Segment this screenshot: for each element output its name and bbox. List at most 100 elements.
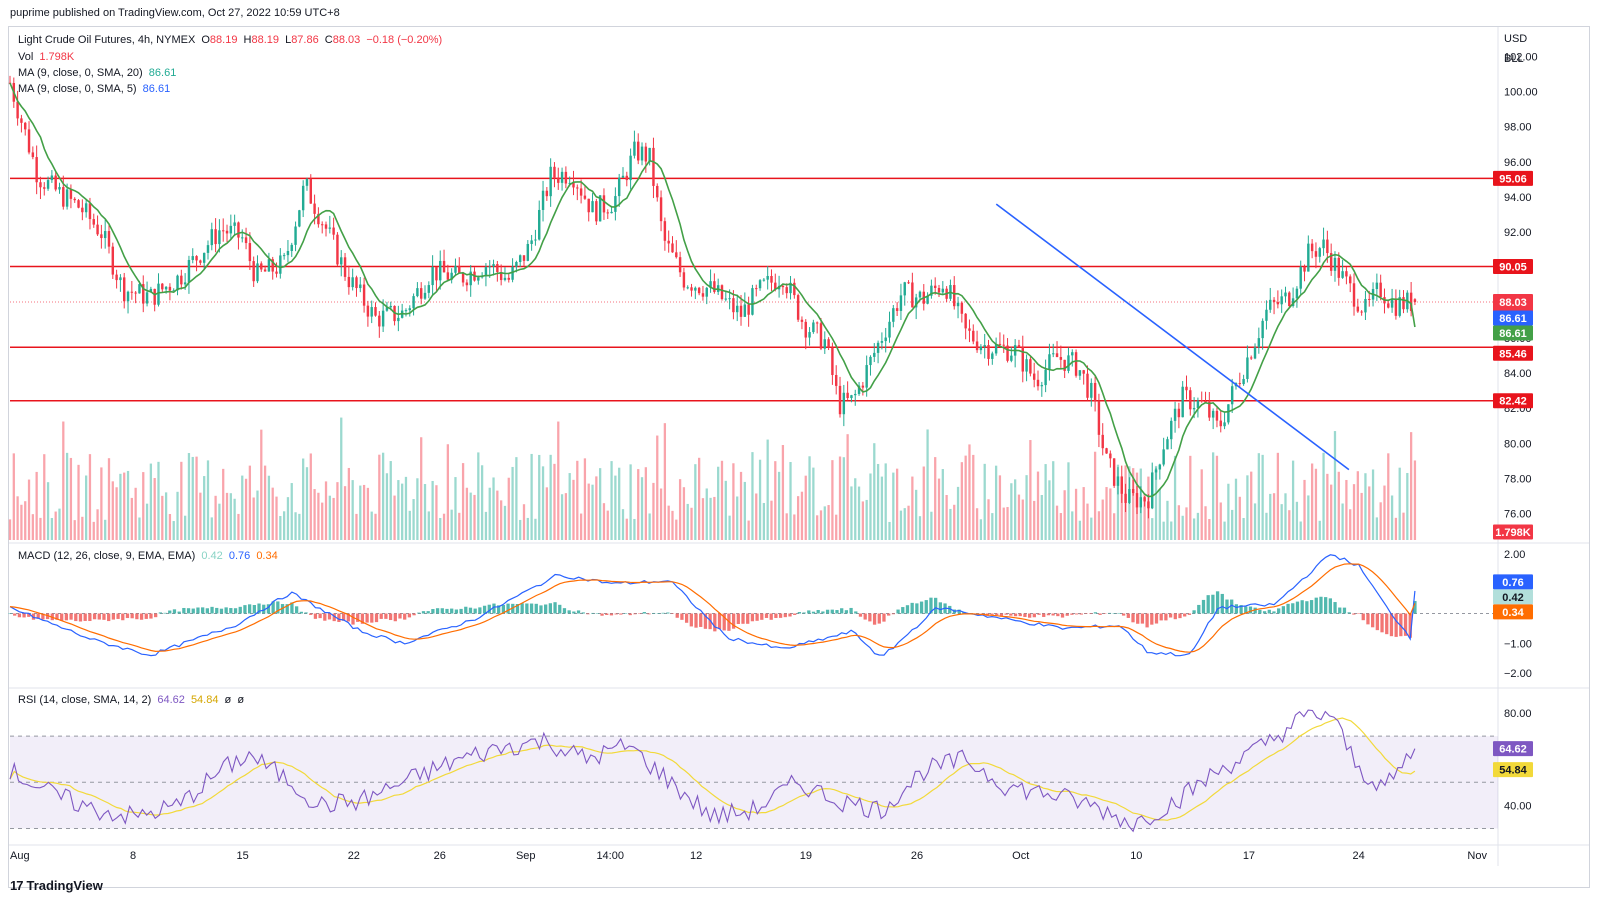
- volume-bar: [1371, 469, 1375, 540]
- rsi-extra-2: ø: [237, 694, 245, 706]
- macd-histogram-bar: [17, 613, 22, 618]
- candle: [1265, 300, 1268, 330]
- candle-body: [1032, 373, 1036, 380]
- volume-bar: [39, 517, 42, 540]
- candle-body: [290, 244, 293, 251]
- macd-histogram-bar: [92, 613, 97, 620]
- candle: [1288, 291, 1291, 309]
- volume-bar: [1010, 483, 1013, 540]
- candle-body: [1345, 271, 1348, 277]
- macd-histogram-bar: [609, 613, 614, 616]
- volume-bar: [1029, 440, 1032, 540]
- volume-bar: [717, 466, 720, 540]
- publisher-line: puprime published on TradingView.com, Oc…: [10, 7, 340, 19]
- candle-body: [914, 297, 918, 308]
- volume-bar: [484, 511, 488, 540]
- macd-histogram-bar: [186, 608, 191, 614]
- candle: [347, 265, 351, 295]
- volume-bar: [701, 498, 705, 540]
- badge-last-text: 88.03: [1499, 297, 1527, 309]
- volume-bar: [423, 484, 427, 540]
- macd-histogram-bar: [1027, 613, 1032, 618]
- candle: [1128, 477, 1131, 505]
- candle-body: [1021, 347, 1024, 372]
- volume-legend[interactable]: Vol 1.798K: [18, 50, 77, 64]
- macd-histogram-bar: [36, 613, 40, 619]
- volume-bar: [1265, 512, 1268, 540]
- volume-bar: [1040, 495, 1043, 540]
- ma1-legend[interactable]: MA (9, close, 0, SMA, 20) 86.61: [18, 66, 179, 80]
- volume-bar: [210, 517, 213, 540]
- candle: [560, 167, 564, 191]
- macd-histogram-bar: [107, 613, 111, 622]
- macd-histogram-bar: [1262, 611, 1267, 614]
- macd-histogram-bar: [346, 613, 350, 622]
- candle-body: [1398, 297, 1401, 316]
- candle: [24, 121, 27, 136]
- candle-body: [549, 166, 552, 197]
- candle-body: [953, 285, 956, 307]
- macd-histogram-bar: [407, 613, 412, 618]
- macd-histogram-bar: [111, 613, 116, 620]
- macd-histogram-bar: [670, 613, 675, 615]
- volume-bar: [793, 514, 796, 540]
- candle-body: [336, 234, 339, 265]
- macd-histogram-bar: [680, 613, 684, 620]
- time-tick: 17: [1243, 850, 1255, 862]
- candle: [458, 257, 461, 274]
- candle-body: [282, 255, 286, 257]
- volume-bar: [355, 513, 358, 540]
- candle-body: [164, 286, 168, 290]
- candle-body: [1131, 489, 1135, 494]
- candle: [351, 268, 354, 291]
- macd-histogram-bar: [31, 613, 36, 620]
- candle-body: [747, 304, 750, 315]
- macd-histogram-bar: [1352, 613, 1356, 615]
- candle: [16, 90, 19, 126]
- tradingview-logo[interactable]: 17 TradingView: [10, 878, 103, 893]
- candle-body: [161, 283, 164, 290]
- candle: [1227, 404, 1230, 425]
- candle: [431, 255, 434, 296]
- rsi-legend[interactable]: RSI (14, close, SMA, 14, 2) 64.62 54.84 …: [18, 693, 247, 707]
- macd-histogram-bar: [299, 611, 303, 614]
- ma1-label: MA (9, close, 0, SMA, 20): [18, 67, 143, 79]
- candle: [751, 284, 754, 316]
- macd-histogram-bar: [1164, 613, 1168, 621]
- macd-histogram-bar: [252, 605, 256, 614]
- candle-body: [800, 319, 804, 322]
- candle: [1162, 437, 1165, 467]
- macd-histogram-bar: [905, 605, 910, 614]
- badge-level-4-bg: [1493, 393, 1533, 409]
- volume-bar: [599, 468, 602, 540]
- volume-bar: [621, 509, 625, 540]
- volume-bar: [488, 487, 491, 540]
- macd-legend[interactable]: MACD (12, 26, close, 9, EMA, EMA) 0.42 0…: [18, 549, 281, 563]
- macd-histogram-bar: [1074, 613, 1079, 615]
- volume-bar: [823, 506, 826, 540]
- volume-bar: [62, 421, 65, 540]
- volume-bar: [937, 478, 941, 540]
- candle: [499, 264, 503, 286]
- candle-body: [1143, 497, 1146, 502]
- volume-bar: [69, 457, 73, 540]
- volume-bar: [336, 482, 339, 540]
- volume-bar: [298, 513, 301, 540]
- volume-bar: [1303, 479, 1306, 540]
- symbol-title[interactable]: Light Crude Oil Futures, 4h, NYMEX: [18, 34, 196, 46]
- volume-bar: [305, 467, 309, 540]
- candle: [260, 261, 263, 272]
- candle: [511, 258, 514, 283]
- macd-histogram-bar: [1234, 604, 1239, 614]
- candle-body: [713, 281, 716, 292]
- candle-body: [1189, 390, 1192, 410]
- ma2-legend[interactable]: MA (9, close, 0, SMA, 5) 86.61: [18, 82, 173, 96]
- candle: [652, 137, 655, 199]
- macd-histogram-bar: [177, 611, 181, 614]
- candle-body: [850, 395, 853, 399]
- volume-bar: [987, 499, 990, 540]
- macd-histogram-bar: [1023, 613, 1027, 617]
- macd-histogram-bar: [196, 607, 200, 614]
- candle-body: [69, 189, 73, 199]
